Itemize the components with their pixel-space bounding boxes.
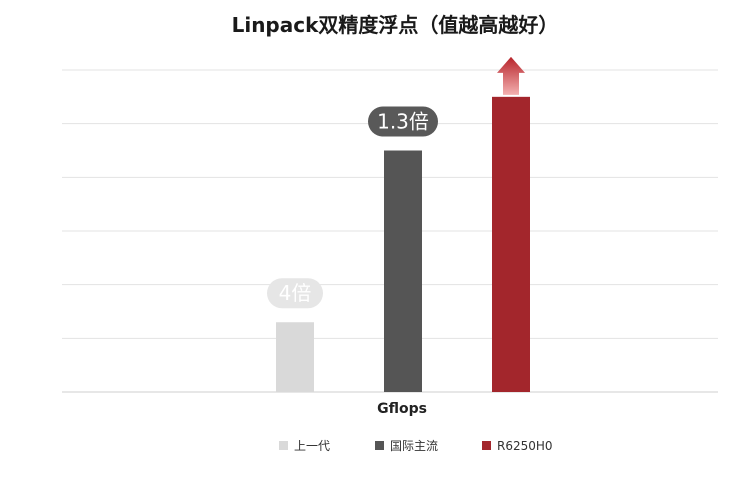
- chart-title: Linpack双精度浮点（值越高越好）: [232, 13, 559, 37]
- data-labels-group: 4倍 1.3倍: [267, 56, 525, 309]
- x-axis-label: Gflops: [377, 401, 427, 417]
- legend-label-1: 国际主流: [390, 439, 438, 453]
- bar-0: [276, 322, 314, 392]
- data-label-bubble-1: [368, 106, 438, 137]
- legend-label-0: 上一代: [294, 439, 330, 453]
- data-label-1: 1.3倍: [377, 110, 429, 134]
- legend-swatch-1: [375, 441, 384, 450]
- data-label-0: 4倍: [279, 281, 312, 305]
- legend: 上一代 国际主流 R6250H0: [279, 439, 553, 453]
- bar-1: [384, 150, 422, 392]
- data-label-bubble-0: [267, 278, 323, 309]
- up-arrow-icon: [497, 56, 525, 95]
- legend-swatch-2: [482, 441, 491, 450]
- legend-label-2: R6250H0: [497, 439, 553, 453]
- bars-group: [276, 96, 530, 392]
- bar-2: [492, 96, 530, 392]
- legend-swatch-0: [279, 441, 288, 450]
